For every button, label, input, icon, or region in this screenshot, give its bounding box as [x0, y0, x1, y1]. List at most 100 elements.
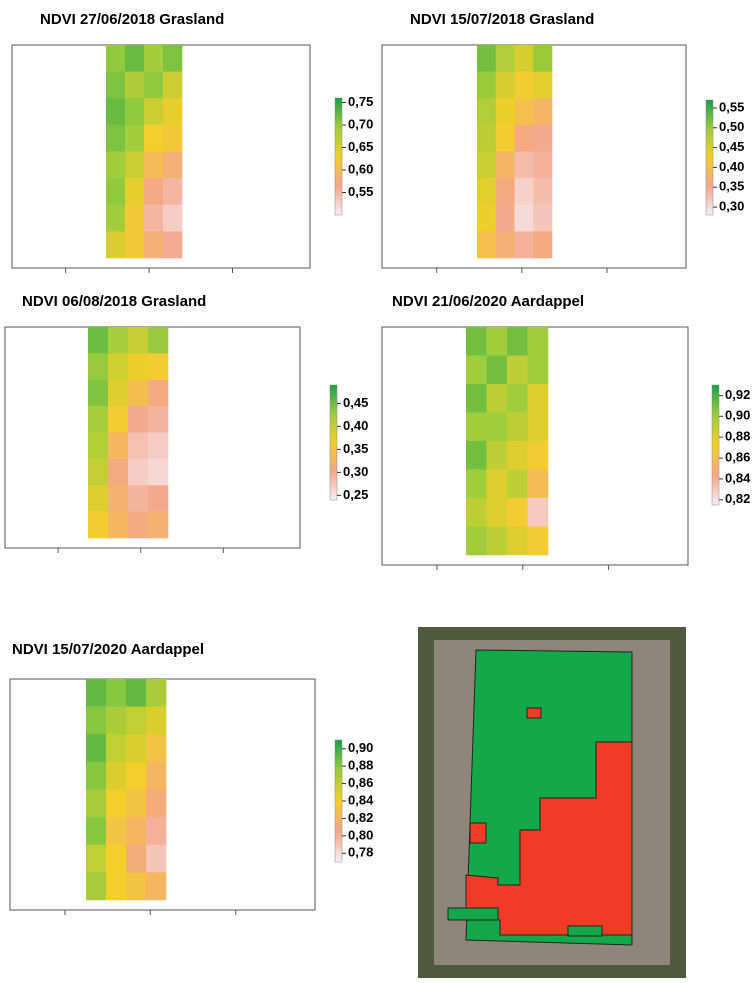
heat-cell [507, 356, 528, 385]
colorbar-tick-label: 0,84 [725, 470, 751, 485]
colorbar-tick-label: 0,30 [719, 199, 744, 214]
heat-cell [86, 790, 106, 818]
heat-cell [148, 433, 168, 460]
heat-cell [496, 98, 515, 125]
heat-cell [163, 125, 182, 152]
heat-cell [466, 413, 487, 442]
heat-cell [106, 205, 125, 232]
heat-cell [163, 72, 182, 99]
heat-cell [528, 470, 549, 499]
heat-cell [163, 45, 182, 72]
heat-cell [477, 205, 496, 232]
heat-cell [496, 231, 515, 258]
heat-cell [507, 441, 528, 470]
heat-cell [125, 152, 144, 179]
heat-cell [487, 413, 508, 442]
heat-cell [163, 152, 182, 179]
heat-cell [496, 45, 515, 72]
heat-cell [533, 72, 552, 99]
heat-cell [144, 205, 163, 232]
colorbar [706, 100, 713, 215]
chart-title: NDVI 15/07/2020 Aardappel [12, 641, 204, 658]
heat-cell [496, 178, 515, 205]
red-patch [527, 708, 541, 718]
heat-cell [148, 380, 168, 407]
heat-cell [125, 72, 144, 99]
heat-cell [144, 98, 163, 125]
heat-cell [148, 512, 168, 539]
heat-cell [108, 433, 128, 460]
heat-cell [106, 178, 125, 205]
heat-cell [533, 178, 552, 205]
colorbar-tick-label: 0,70 [348, 116, 373, 131]
chart-title: NDVI 15/07/2018 Grasland [410, 11, 594, 28]
green-patch [448, 908, 498, 920]
heat-cell [144, 152, 163, 179]
heat-cell [487, 327, 508, 356]
heat-cell [106, 734, 126, 762]
heat-cell [126, 734, 146, 762]
heat-cell [128, 512, 148, 539]
heat-cell [533, 231, 552, 258]
heat-cell [496, 152, 515, 179]
heat-cell [126, 707, 146, 735]
heat-cell [125, 125, 144, 152]
heat-cell [148, 406, 168, 433]
heat-cell [144, 178, 163, 205]
heat-cell [477, 125, 496, 152]
panel: NDVI 06/08/2018 Grasland0,450,400,350,30… [5, 293, 368, 553]
heat-cell [487, 356, 508, 385]
colorbar-tick-label: 0,86 [348, 775, 373, 790]
heat-cell [108, 459, 128, 486]
heat-cell [528, 356, 549, 385]
panel: NDVI 27/06/2018 Grasland0,750,700,650,60… [12, 11, 373, 273]
heat-cell [88, 406, 108, 433]
colorbar-tick-label: 0,86 [725, 449, 750, 464]
heat-cell [477, 178, 496, 205]
colorbar-tick-label: 0,45 [719, 139, 744, 154]
colorbar-tick-label: 0,82 [348, 810, 373, 825]
heat-cell [507, 498, 528, 527]
heat-cell [144, 45, 163, 72]
panel: NDVI 15/07/2020 Aardappel0,900,880,860,8… [10, 641, 374, 915]
heat-cell [108, 353, 128, 380]
heat-cell [128, 406, 148, 433]
heat-cell [106, 762, 126, 790]
heat-cell [106, 679, 126, 707]
heat-cell [496, 72, 515, 99]
colorbar-tick-label: 0,88 [348, 758, 373, 773]
heat-cell [515, 45, 534, 72]
heat-cell [515, 72, 534, 99]
chart-title: NDVI 06/08/2018 Grasland [22, 293, 206, 310]
heat-cell [144, 72, 163, 99]
heat-cell [528, 527, 549, 556]
heat-cell [148, 485, 168, 512]
heat-cell [515, 98, 534, 125]
colorbar-tick-label: 0,55 [348, 184, 373, 199]
heat-cell [148, 327, 168, 354]
colorbar-tick-label: 0,50 [719, 119, 744, 134]
colorbar-tick-label: 0,80 [348, 827, 373, 842]
colorbar-tick-label: 0,40 [343, 418, 368, 433]
heat-cell [128, 353, 148, 380]
heat-cell [477, 231, 496, 258]
heat-cell [126, 817, 146, 845]
colorbar-tick-label: 0,90 [725, 408, 750, 423]
heat-cell [106, 707, 126, 735]
heat-cell [128, 380, 148, 407]
heat-cell [507, 470, 528, 499]
heat-cell [128, 327, 148, 354]
heat-cell [487, 441, 508, 470]
heat-cell [126, 790, 146, 818]
heat-cell [128, 459, 148, 486]
heat-cell [106, 790, 126, 818]
heat-cell [144, 125, 163, 152]
heat-cell [125, 231, 144, 258]
red-patch [470, 823, 486, 843]
heat-cell [126, 762, 146, 790]
colorbar [330, 385, 337, 500]
heat-cell [128, 433, 148, 460]
heat-cell [496, 125, 515, 152]
heat-cell [515, 152, 534, 179]
colorbar-tick-label: 0,45 [343, 395, 368, 410]
